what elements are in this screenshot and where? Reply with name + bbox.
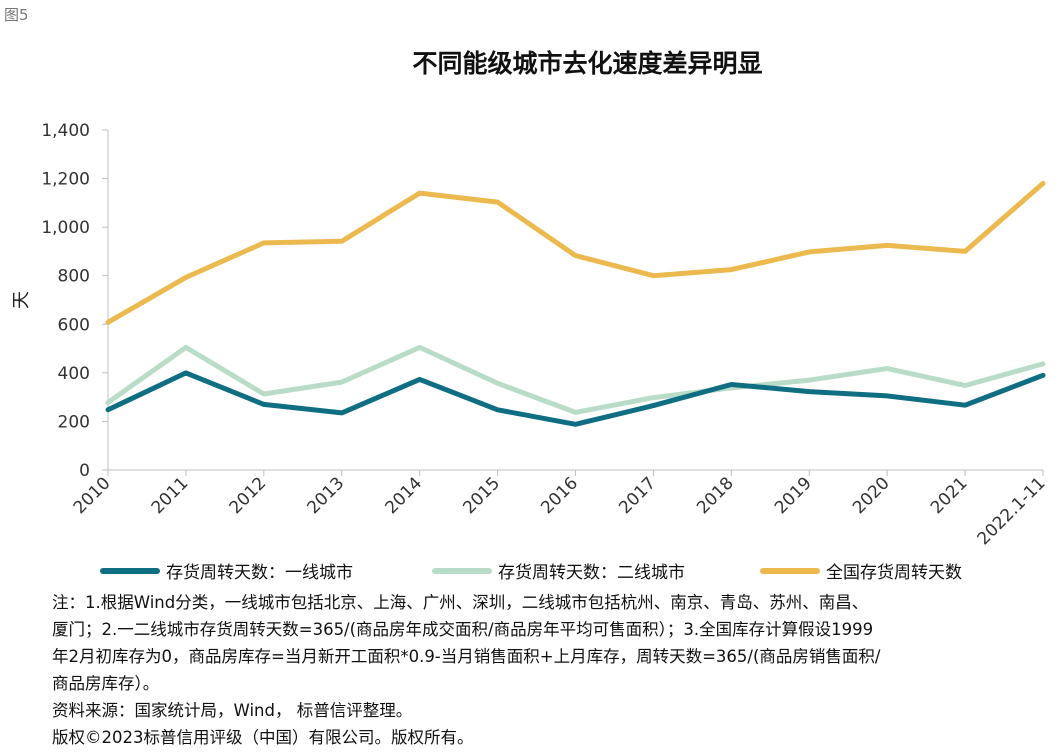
chart-title: 不同能级城市去化速度差异明显	[412, 49, 763, 78]
footnotes: 注：1.根据Wind分类，一线城市包括北京、上海、广州、深圳，二线城市包括杭州、…	[52, 589, 1052, 751]
x-tick-label: 2018	[693, 473, 738, 518]
legend-item-tier2: 存货周转天数：二线城市	[432, 558, 685, 583]
x-tick-label: 2014	[381, 473, 426, 518]
x-tick-label: 2022.1-11	[974, 473, 1050, 549]
y-axis-title: 天	[11, 291, 32, 309]
y-tick-label: 200	[58, 412, 90, 432]
x-tick-label: 2011	[148, 473, 193, 518]
legend-label-tier2: 存货周转天数：二线城市	[498, 563, 685, 583]
x-tick-label: 2017	[615, 473, 660, 518]
footnote-line: 年2月初库存为0，商品房库存=当月新开工面积*0.9-当月销售面积+上月库存，周…	[52, 647, 881, 666]
figure-label: 图5	[4, 6, 29, 24]
legend-item-national: 全国存货周转天数	[760, 558, 962, 583]
y-tick-label: 1,000	[41, 218, 90, 238]
x-tick-label: 2013	[304, 473, 349, 518]
x-tick-label: 2010	[70, 473, 115, 518]
y-tick-label: 0	[79, 461, 90, 481]
legend-swatch-tier2	[432, 567, 492, 574]
series-line-1	[105, 344, 1046, 415]
legend-item-tier1: 存货周转天数：一线城市	[100, 558, 353, 583]
source-line: 资料来源：国家统计局，Wind， 标普信评整理。	[52, 701, 413, 720]
legend-label-national: 全国存货周转天数	[826, 563, 962, 583]
copyright-line: 版权©2023标普信用评级（中国）有限公司。版权所有。	[52, 728, 474, 747]
line-chart: 0 200 400 600 800 1,000 1,200 1,400 天 2010 2011 201…	[11, 121, 1050, 549]
y-tick-label: 400	[58, 364, 90, 384]
footnote-line: 厦门；2.一二线城市存货周转天数=365/(商品房年成交面积/商品房年平均可售面…	[52, 620, 874, 639]
y-tick-label: 800	[58, 267, 90, 287]
y-tick-label: 1,400	[41, 121, 90, 141]
x-tick-label: 2015	[459, 473, 504, 518]
y-tick-label: 1,200	[41, 170, 90, 190]
legend-swatch-national	[760, 567, 820, 574]
legend-swatch-tier1	[100, 567, 160, 574]
legend-label-tier1: 存货周转天数：一线城市	[166, 563, 353, 583]
footnote-line: 商品房库存）。	[52, 674, 160, 693]
x-tick-label: 2016	[537, 473, 582, 518]
footnote-line: 注：1.根据Wind分类，一线城市包括北京、上海、广州、深圳，二线城市包括杭州、…	[52, 593, 869, 612]
x-tick-label: 2019	[771, 473, 816, 518]
series-line-2	[105, 180, 1046, 325]
x-tick-label: 2021	[927, 473, 972, 518]
y-tick-label: 600	[58, 315, 90, 335]
x-tick-label: 2020	[849, 473, 894, 518]
x-tick-label: 2012	[226, 473, 271, 518]
series-line-0	[105, 370, 1046, 427]
